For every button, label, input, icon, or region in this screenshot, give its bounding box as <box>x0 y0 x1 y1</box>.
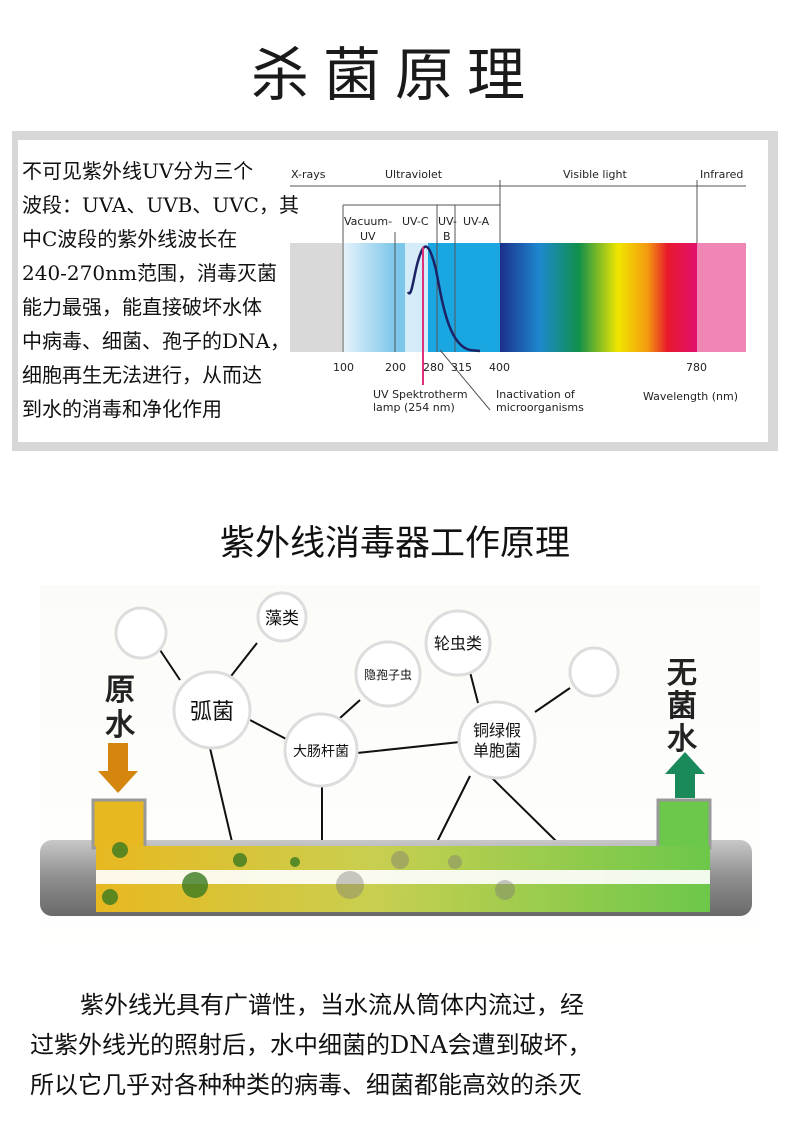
tick-label: 780 <box>686 361 707 374</box>
uv-lamp <box>96 870 710 884</box>
organism-circle-rotifer <box>424 609 492 677</box>
uv-band <box>395 243 405 352</box>
label-pseudomonas-1: 铜绿假 <box>473 721 521 740</box>
sterilizer-diagram: 藻类 弧菌 隐孢子虫 大肠杆菌 轮虫类 铜绿假 单胞菌 原 水 无 菌 水 <box>40 591 752 916</box>
paragraph-line: 过紫外线光的照射后，水中细菌的DNA会遭到破坏， <box>30 1031 592 1059</box>
organism-circle-empty <box>114 606 168 660</box>
axis-label: Wavelength (nm) <box>643 390 738 403</box>
outlet-label: 菌 <box>667 689 697 724</box>
dead-bacteria-icon <box>495 880 515 900</box>
outlet-label: 无 <box>667 656 697 691</box>
xray-band <box>290 243 342 352</box>
inlet-arrow-icon <box>98 743 138 793</box>
page-title: 杀菌原理 <box>250 41 539 109</box>
intro-line: 不可见紫外线UV分为三个 <box>22 159 254 183</box>
inlet-label: 水 <box>105 708 136 743</box>
curve-label: microorganisms <box>496 401 584 414</box>
label-ecoli: 大肠杆菌 <box>293 744 349 760</box>
organism-circle-algae <box>256 591 308 643</box>
bacteria-icon <box>102 889 118 905</box>
section-subtitle: 紫外线消毒器工作原理 <box>219 524 570 564</box>
bacteria-icon <box>290 857 300 867</box>
lamp-label: UV Spektrotherm <box>373 388 468 401</box>
intro-line: 细胞再生无法进行，从而达 <box>22 363 262 387</box>
region-infrared: Infrared <box>700 168 743 181</box>
tick-label: 400 <box>489 361 510 374</box>
bacteria-icon <box>182 872 208 898</box>
lamp-label: lamp (254 nm) <box>373 401 455 414</box>
intro-line: 到水的消毒和净化作用 <box>22 397 222 421</box>
label-algae: 藻类 <box>265 609 299 629</box>
inlet-port <box>91 798 147 850</box>
curve-label: Inactivation of <box>496 388 576 401</box>
label-rotifer: 轮虫类 <box>434 634 482 653</box>
organism-circle-pseudomonas <box>457 700 537 780</box>
intro-line: 240-270nm范围，消毒灭菌 <box>22 261 277 285</box>
region-visible: Visible light <box>563 168 627 181</box>
intro-text: 不可见紫外线UV分为三个 波段：UVA、UVB、UVC，其 中C波段的紫外线波长… <box>22 154 322 426</box>
dead-bacteria-icon <box>448 855 462 869</box>
outlet-label: 水 <box>667 722 698 757</box>
uvab-band <box>428 243 500 352</box>
intro-line: 波段：UVA、UVB、UVC，其 <box>22 193 299 217</box>
label-pseudomonas-2: 单胞菌 <box>473 741 521 760</box>
organism-circle-vibrio <box>172 670 252 750</box>
tick-label: 280 <box>423 361 444 374</box>
tick-label: 200 <box>385 361 406 374</box>
bacteria-icon <box>233 853 247 867</box>
label-vibrio: 弧菌 <box>190 700 234 725</box>
intro-line: 中病毒、细菌、孢子的DNA， <box>22 329 290 353</box>
band-uvb: UV- <box>438 215 457 228</box>
intro-line: 能力最强，能直接破坏水体 <box>22 295 262 319</box>
organism-circle-ecoli <box>283 712 359 788</box>
description-paragraph: 紫外线光具有广谱性，当水流从筒体内流过，经 过紫外线光的照射后，水中细菌的DNA… <box>30 985 770 1105</box>
vacuum-uv-band <box>343 243 395 352</box>
visible-band <box>500 243 697 352</box>
infrared-band <box>697 243 746 352</box>
label-cryptosporidium: 隐孢子虫 <box>364 668 412 682</box>
region-xrays: X-rays <box>291 168 326 181</box>
spectrum-diagram: X-rays Ultraviolet Visible light Infrare… <box>290 168 746 414</box>
organism-circle-cryptosporidium <box>354 640 422 708</box>
organism-circle-empty <box>568 646 620 698</box>
outlet-port <box>656 798 712 850</box>
paragraph-line: 紫外线光具有广谱性，当水流从筒体内流过，经 <box>80 991 584 1019</box>
tick-label: 315 <box>451 361 472 374</box>
region-ultraviolet: Ultraviolet <box>385 168 443 181</box>
dead-bacteria-icon <box>336 871 364 899</box>
inlet-label: 原 <box>105 673 135 708</box>
band-vacuum-uv: UV <box>360 230 376 243</box>
bacteria-icon <box>112 842 128 858</box>
inactivation-curve <box>406 245 481 353</box>
dead-bacteria-icon <box>391 851 409 869</box>
outlet-arrow-icon <box>665 752 705 798</box>
band-vacuum: Vacuum- <box>344 215 392 228</box>
tick-label: 100 <box>333 361 354 374</box>
paragraph-line: 所以它几乎对各种种类的病毒、细菌都能高效的杀灭 <box>30 1071 582 1099</box>
band-uva: UV-A <box>463 215 490 228</box>
intro-line: 中C波段的紫外线波长在 <box>22 227 238 251</box>
band-uvb-b: B <box>443 230 451 243</box>
band-uvc: UV-C <box>402 215 429 228</box>
